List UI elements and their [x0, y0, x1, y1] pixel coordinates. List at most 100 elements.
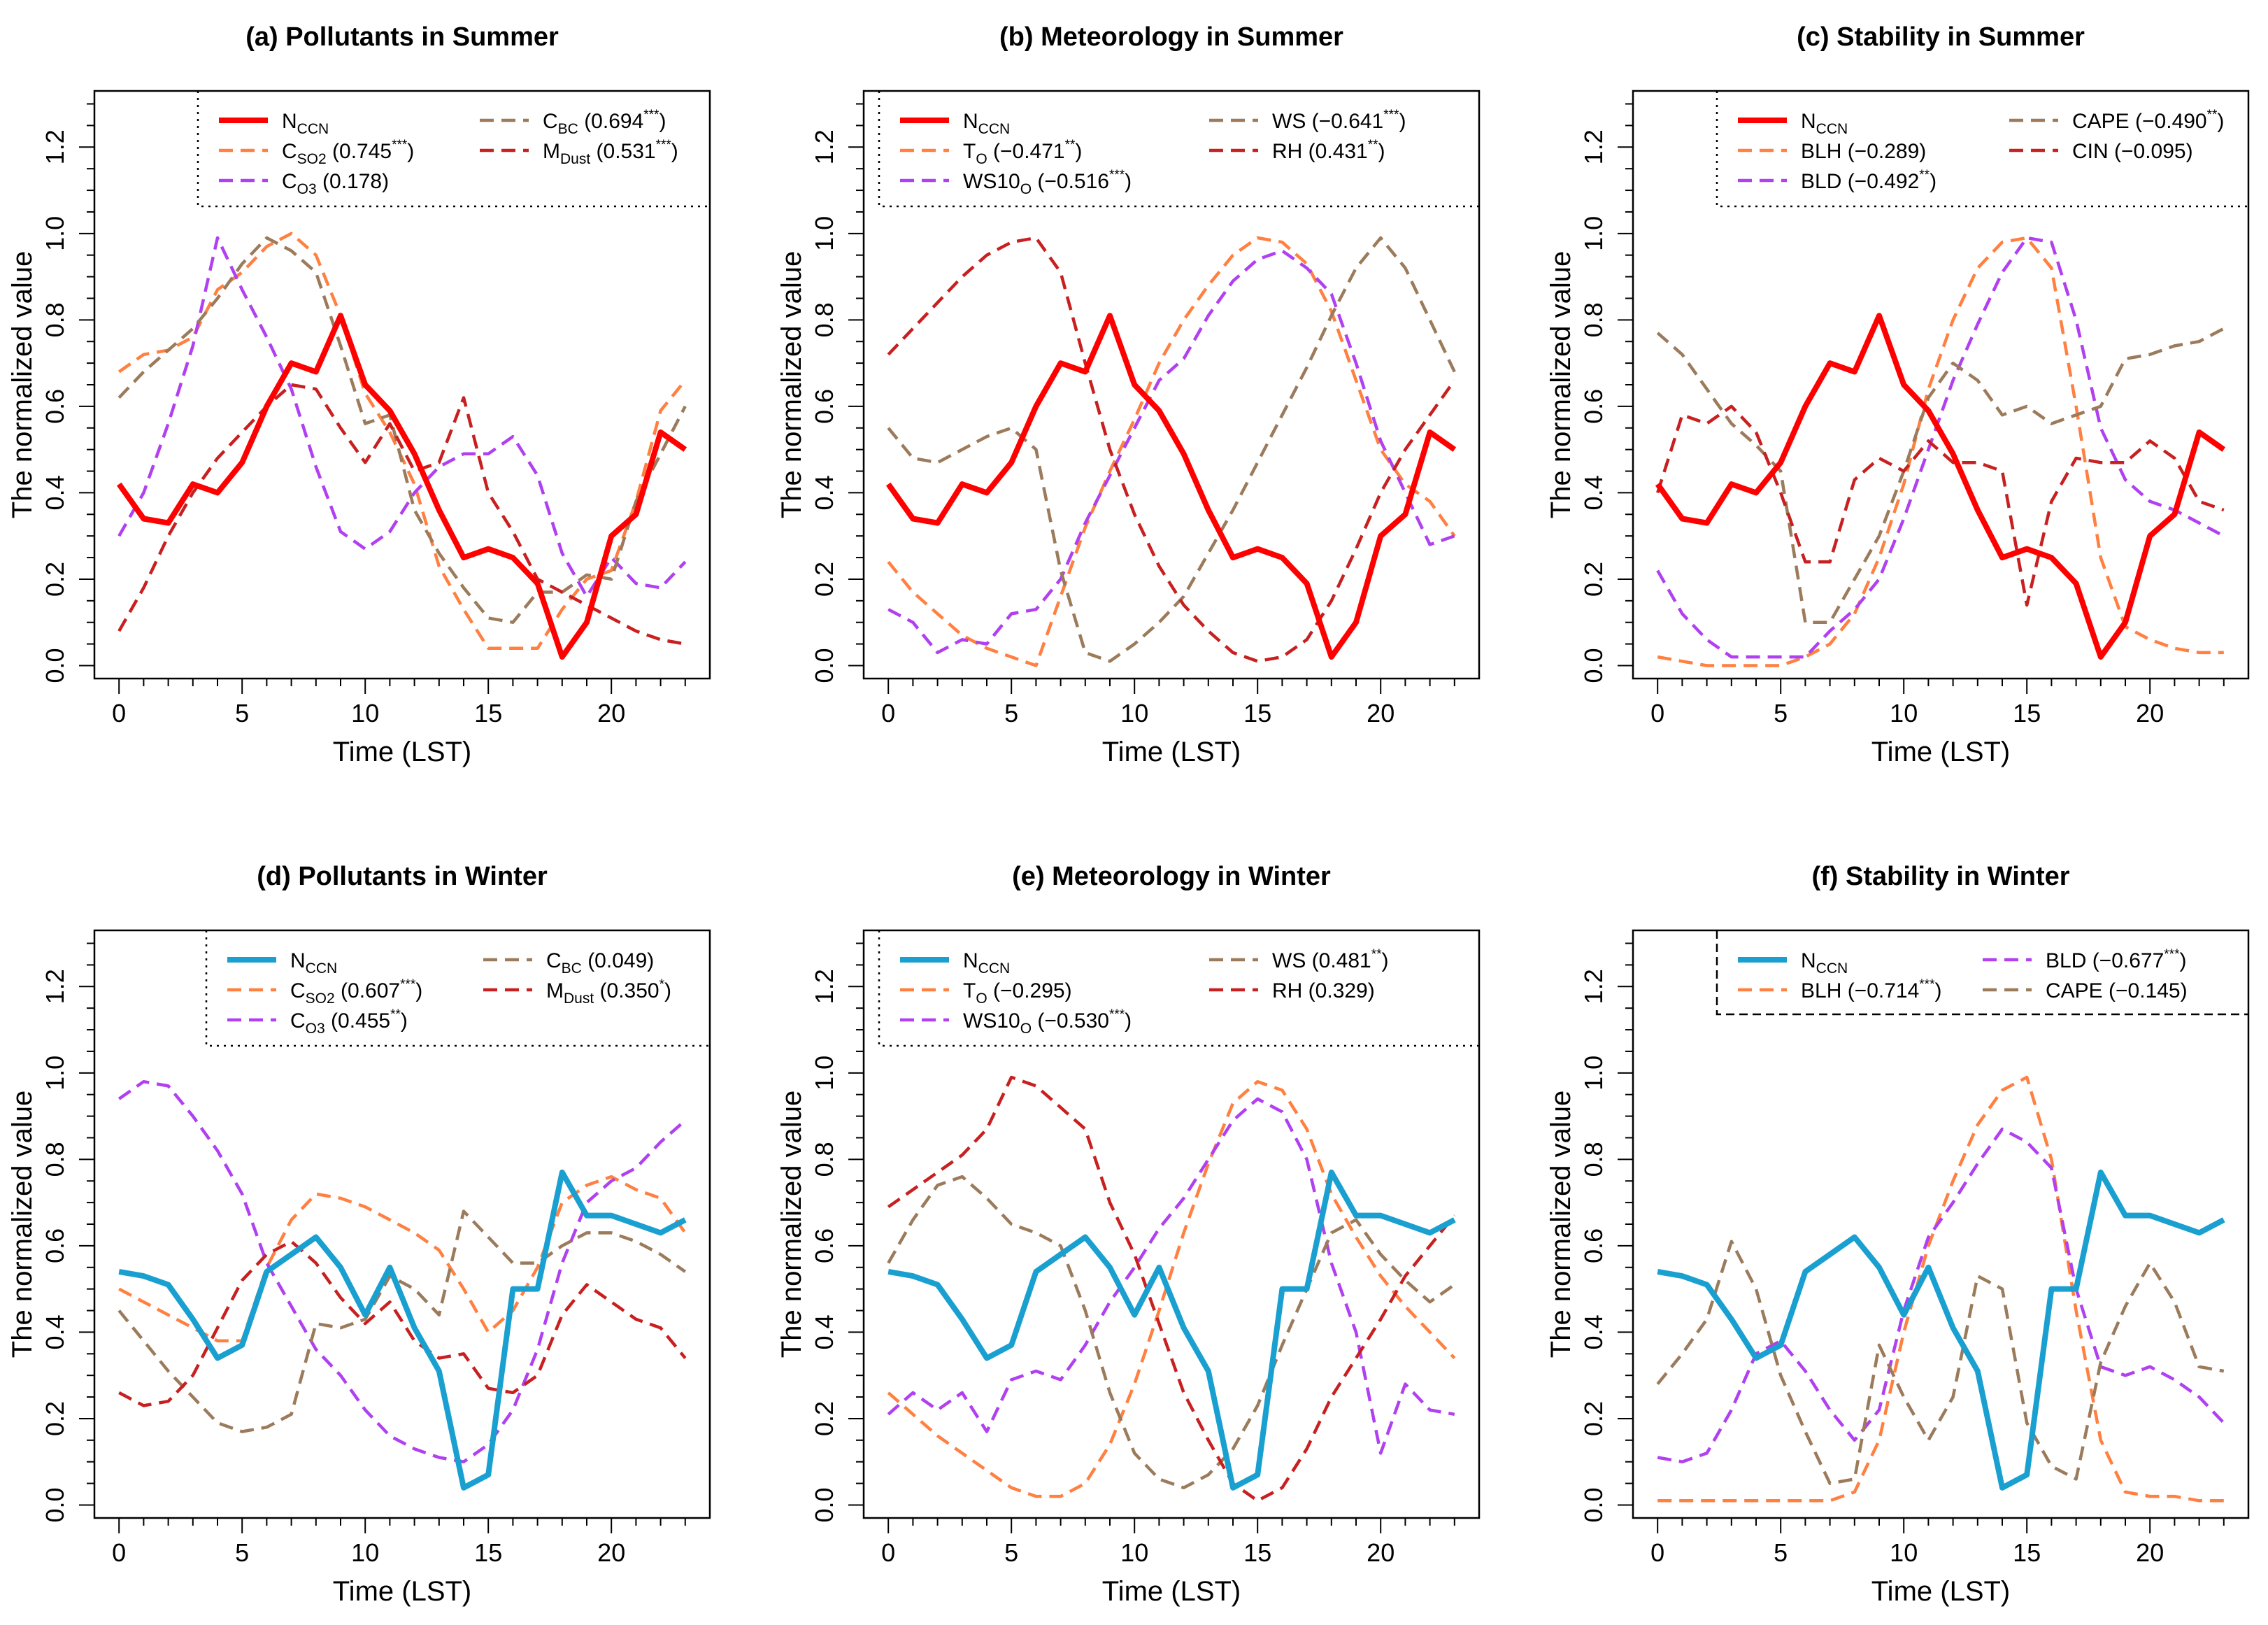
y-axis-label: The normalized value: [7, 1091, 38, 1358]
plot-frame: [1632, 90, 2250, 680]
legend-label-close: ): [1075, 140, 1082, 163]
y-tick-label: 0.6: [1579, 1228, 1608, 1263]
legend-label-main: M: [546, 979, 564, 1002]
legend-label-main: N: [1801, 110, 1816, 133]
x-tick-label: 20: [2136, 699, 2164, 728]
x-tick-label: 15: [1243, 1538, 1271, 1567]
legend-label: CAPE (−0.145): [2046, 979, 2188, 1002]
legend-label: CIN (−0.095): [2072, 140, 2193, 163]
x-axis-label: Time (LST): [1871, 737, 2011, 767]
plot-frame: [862, 90, 1481, 680]
y-tick-label: 1.2: [810, 969, 839, 1004]
series-line-blh: [1657, 1075, 2224, 1503]
legend-label-subscript: CCN: [1816, 121, 1848, 137]
legend-label-main: N: [290, 949, 306, 972]
y-tick-label: 0.6: [41, 389, 69, 424]
y-tick-label: 1.0: [810, 216, 839, 251]
x-axis-label: Time (LST): [1102, 737, 1241, 767]
legend-label-value: (0.431: [1302, 140, 1367, 163]
legend-label-value: (−0.530: [1032, 1009, 1109, 1033]
chart-panel-e: (e) Meteorology in Winter 0.0 0.2 0.4 0.6 0.8…: [776, 862, 1481, 1607]
chart-title: (c) Stability in Summer: [1797, 22, 2085, 52]
legend-label: CSO2 (0.607***): [290, 977, 422, 1007]
legend-label-main: BLH: [1801, 979, 1841, 1002]
y-tick-label: 0.4: [810, 475, 839, 510]
x-tick-label: 0: [112, 1538, 126, 1567]
legend-label-value: (0.745: [327, 140, 392, 163]
legend-label: BLD (−0.492**): [1801, 168, 1937, 193]
y-tick-label: 1.0: [41, 216, 69, 251]
y-tick-label: 0.8: [810, 1142, 839, 1177]
legend-label: RH (0.431**): [1272, 138, 1385, 163]
legend-label: MDust (0.350*): [546, 977, 671, 1007]
legend-label-value: (−0.289): [1841, 140, 1926, 163]
legend-label-significance: **: [2207, 108, 2218, 122]
series-line-rh: [887, 236, 1456, 663]
plot-frame: [93, 90, 711, 680]
y-tick-label: 0.2: [810, 1401, 839, 1436]
chart-title: (a) Pollutants in Summer: [245, 22, 559, 52]
x-tick-label: 20: [597, 699, 625, 728]
legend-label: BLH (−0.289): [1801, 140, 1926, 163]
legend-label-value: (−0.490: [2130, 110, 2207, 133]
legend-label-significance: ***: [400, 977, 416, 992]
legend-label-close: ): [671, 140, 678, 163]
legend-label-subscript: O: [976, 991, 987, 1007]
legend-label: CO3 (0.178): [282, 170, 389, 197]
legend-label-main: RH: [1272, 140, 1302, 163]
legend-label-main: C: [290, 979, 306, 1002]
legend-label-value: (−0.295): [987, 979, 1072, 1002]
legend-label-close: ): [1125, 170, 1132, 193]
legend-label: BLD (−0.677***): [2046, 947, 2186, 972]
x-tick-label: 10: [351, 699, 379, 728]
y-tick-label: 0.8: [810, 302, 839, 337]
y-tick-label: 0.2: [41, 1401, 69, 1436]
legend-label-close: ): [1934, 979, 1941, 1002]
y-tick-label: 0.0: [41, 1487, 69, 1522]
legend-label-subscript: CCN: [1816, 960, 1848, 977]
x-axis-label: Time (LST): [1871, 1576, 2011, 1607]
legend-label: NCCN: [290, 949, 337, 977]
y-tick-label: 0.6: [41, 1228, 69, 1263]
y-tick-label: 1.0: [41, 1056, 69, 1091]
y-tick-label: 0.2: [41, 562, 69, 597]
series-line-bld: [1656, 236, 2225, 659]
x-tick-label: 10: [1890, 1538, 1918, 1567]
legend-label-significance: **: [1919, 168, 1930, 183]
legend-label-main: N: [963, 949, 978, 972]
legend-label-value: (−0.714: [1841, 979, 1919, 1002]
x-tick-label: 20: [1367, 699, 1395, 728]
series-line-so2: [118, 1175, 687, 1343]
series-line-rh: [887, 1075, 1456, 1503]
legend-label-subscript: O: [1020, 1021, 1032, 1037]
legend-label-subscript: CCN: [306, 960, 338, 977]
y-tick-label: 0.0: [810, 1487, 839, 1522]
series-line-cape: [1656, 327, 2225, 624]
legend-label-main: BLD: [2046, 949, 2086, 972]
legend-label-close: ): [2217, 110, 2224, 133]
series-line-ncn: [885, 313, 1457, 660]
legend-label-significance: ***: [392, 138, 408, 152]
legend-label-subscript: SO2: [306, 991, 335, 1007]
legend-label-value: (−0.471: [987, 140, 1065, 163]
series-line-ncn: [1655, 313, 2226, 660]
legend-label-main: CIN: [2072, 140, 2109, 163]
legend-label-main: WS10: [963, 170, 1020, 193]
y-tick-label: 1.0: [1579, 216, 1608, 251]
chart-panel-a: (a) Pollutants in Summer 0.0 0.2 0.4 0.6 0.8 1…: [7, 22, 711, 767]
y-axis-label: The normalized value: [1546, 251, 1576, 518]
legend-label-subscript: BC: [562, 960, 582, 977]
y-tick-label: 0.6: [810, 389, 839, 424]
legend-label-value: (−0.095): [2109, 140, 2193, 163]
chart-panel-b: (b) Meteorology in Summer 0.0 0.2 0.4 0.6 0.8…: [776, 22, 1481, 767]
legend-label-main: T: [963, 140, 976, 163]
legend-label-main: WS: [1272, 110, 1306, 133]
legend-border: [1716, 91, 2248, 208]
x-tick-label: 5: [235, 699, 249, 728]
legend-label-main: C: [546, 949, 562, 972]
legend-label-main: BLD: [1801, 170, 1841, 193]
y-tick-label: 1.2: [1579, 129, 1608, 164]
legend-label: NCCN: [963, 949, 1010, 977]
legend-label-subscript: CCN: [297, 121, 329, 137]
